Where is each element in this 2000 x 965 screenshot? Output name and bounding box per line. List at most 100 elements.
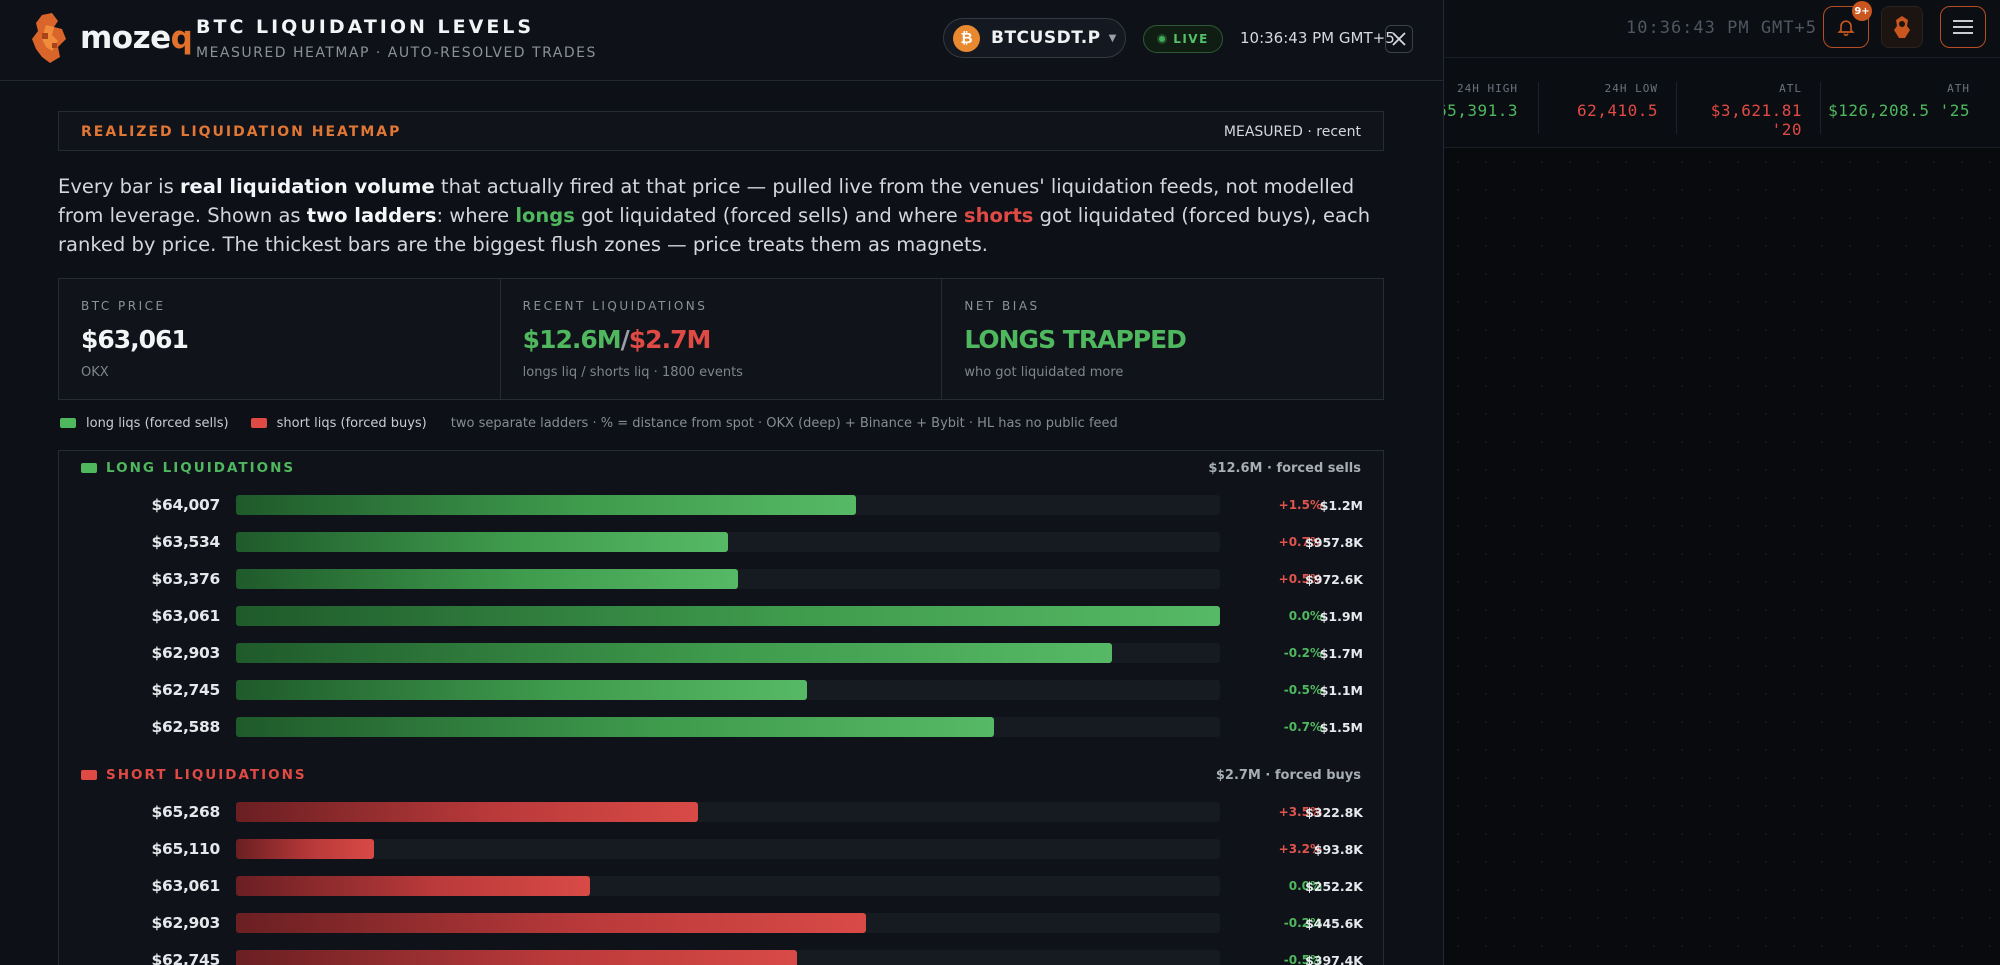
pair-selector[interactable]: ₿ BTCUSDT.P ▼ <box>943 18 1126 58</box>
ladder-panel: LONG LIQUIDATIONS $12.6M · forced sells … <box>58 450 1384 965</box>
stat-label: 24H HIGH <box>1457 82 1518 95</box>
stat-24h-high: 24H HIGH 65,391.3 <box>1330 82 1538 134</box>
row-amount: $445.6K <box>1305 916 1363 931</box>
section-title: REALIZED LIQUIDATION HEATMAP <box>81 124 402 140</box>
bar-track <box>236 680 1220 700</box>
legend-short: short liqs (forced buys) <box>250 415 427 431</box>
desc-shorts: shorts <box>963 204 1034 227</box>
close-button[interactable] <box>1385 25 1413 53</box>
live-dot-icon <box>1157 34 1168 44</box>
modal-time: 10:36:43 PM GMT+5 <box>1240 29 1395 47</box>
row-price: $63,376 <box>151 570 221 588</box>
row-price: $63,061 <box>151 877 221 895</box>
stat-label: 24H LOW <box>1604 82 1658 95</box>
moze-logo-icon <box>32 13 66 63</box>
legend-short-label: short liqs (forced buys) <box>276 415 427 431</box>
section-mode: MEASURED · recent <box>1223 124 1361 140</box>
row-distance-pct: +0.5% <box>1278 572 1322 586</box>
stat-label: ATH <box>1947 82 1970 95</box>
bar-fill <box>236 802 699 822</box>
ladder-row[interactable]: $65,268 +3.5% $322.8K <box>59 800 1385 824</box>
card-btc-price: BTC PRICE $63,061 OKX <box>59 279 501 399</box>
modal-subtitle: MEASURED HEATMAP · AUTO-RESOLVED TRADES <box>196 45 597 61</box>
bar-fill <box>236 950 797 965</box>
desc-text: got liquidated (forced sells) and where <box>574 204 964 227</box>
long-liq-total: $12.6M <box>522 325 622 354</box>
row-price: $62,745 <box>151 951 221 965</box>
row-price: $62,745 <box>151 681 221 699</box>
short-ladder-swatch <box>81 770 97 780</box>
notifications-button[interactable] <box>1823 6 1869 48</box>
card-label: NET BIAS <box>964 299 1040 313</box>
ladder-row[interactable]: $62,745 -0.5% $397.4K <box>59 948 1385 965</box>
ladder-row[interactable]: $65,110 +3.2% $93.8K <box>59 837 1385 861</box>
ladder-row[interactable]: $62,588 -0.7% $1.5M <box>59 715 1385 739</box>
user-avatar[interactable] <box>1881 6 1923 48</box>
row-distance-pct: -0.2% <box>1283 916 1322 930</box>
bell-icon <box>1837 20 1855 37</box>
bar-track <box>236 569 1220 589</box>
bar-fill <box>236 839 374 859</box>
desc-text: got liquidated (forced buys), each ranke… <box>58 204 1371 256</box>
bar-fill <box>236 680 807 700</box>
legend-swatch-long <box>60 418 76 428</box>
row-distance-pct: -0.5% <box>1283 953 1322 965</box>
ladder-row[interactable]: $64,007 +1.5% $1.2M <box>59 493 1385 517</box>
stat-atl: ATL $3,621.81 '20 <box>1676 82 1820 139</box>
short-ladder-header: SHORT LIQUIDATIONS <box>81 765 307 785</box>
row-distance-pct: 0.0% <box>1288 879 1322 893</box>
ladder-row[interactable]: $63,061 0.0% $1.9M <box>59 604 1385 628</box>
desc-bold: real liquidation volume <box>179 175 435 198</box>
card-net-bias: NET BIAS LONGS TRAPPED who got liquidate… <box>942 279 1383 399</box>
ladder-row[interactable]: $63,534 +0.7% $957.8K <box>59 530 1385 554</box>
bar-fill <box>236 913 866 933</box>
row-amount: $1.9M <box>1319 609 1363 624</box>
row-distance-pct: +3.2% <box>1278 842 1322 856</box>
desc-text: that actually fired at that price — pull… <box>58 175 1355 227</box>
row-amount: $957.8K <box>1305 535 1363 550</box>
stat-value: $126,208.5 '25 <box>1828 101 1970 120</box>
bar-fill <box>236 876 591 896</box>
row-amount: $252.2K <box>1305 879 1363 894</box>
ladder-row[interactable]: $63,376 +0.5% $972.6K <box>59 567 1385 591</box>
card-label: RECENT LIQUIDATIONS <box>522 299 708 313</box>
hamburger-icon <box>1953 20 1973 34</box>
btc-coin-icon: ₿ <box>953 24 980 52</box>
row-distance-pct: +3.5% <box>1278 805 1322 819</box>
row-distance-pct: -0.5% <box>1283 683 1322 697</box>
row-distance-pct: -0.7% <box>1283 720 1322 734</box>
bar-fill <box>236 495 856 515</box>
ladder-row[interactable]: $62,903 -0.2% $1.7M <box>59 641 1385 665</box>
menu-button[interactable] <box>1940 6 1986 48</box>
bar-track <box>236 876 1220 896</box>
section-header: REALIZED LIQUIDATION HEATMAP MEASURED · … <box>58 111 1384 151</box>
legend: long liqs (forced sells) short liqs (for… <box>60 413 1118 433</box>
row-price: $63,534 <box>151 533 221 551</box>
chevron-down-icon: ▼ <box>1108 32 1117 44</box>
description: Every bar is real liquidation volume tha… <box>58 172 1388 259</box>
bar-fill <box>236 532 728 552</box>
card-sub: who got liquidated more <box>964 365 1124 380</box>
card-value: LONGS TRAPPED <box>964 325 1187 354</box>
liquidation-modal: mozeq BTC LIQUIDATION LEVELS MEASURED HE… <box>0 0 1444 965</box>
stat-value: 65,391.3 <box>1436 101 1518 120</box>
row-amount: $1.1M <box>1319 683 1363 698</box>
live-indicator: LIVE <box>1143 25 1223 53</box>
card-recent-liquidations: RECENT LIQUIDATIONS $12.6M/$2.7M longs l… <box>501 279 943 399</box>
row-distance-pct: 0.0% <box>1288 609 1322 623</box>
bar-track <box>236 643 1220 663</box>
ladder-row[interactable]: $63,061 0.0% $252.2K <box>59 874 1385 898</box>
brand-name: mozeq <box>80 20 193 56</box>
short-liq-total: $2.7M <box>628 325 712 354</box>
bar-track <box>236 913 1220 933</box>
card-sub: OKX <box>81 365 109 380</box>
long-ladder-total: $12.6M · forced sells <box>1208 461 1361 476</box>
ladder-row[interactable]: $62,745 -0.5% $1.1M <box>59 678 1385 702</box>
row-price: $63,061 <box>151 607 221 625</box>
bar-track <box>236 839 1220 859</box>
card-label: BTC PRICE <box>81 299 166 313</box>
bar-track <box>236 802 1220 822</box>
ladder-row[interactable]: $62,903 -0.2% $445.6K <box>59 911 1385 935</box>
value-separator: / <box>620 325 630 354</box>
row-price: $62,903 <box>151 914 221 932</box>
